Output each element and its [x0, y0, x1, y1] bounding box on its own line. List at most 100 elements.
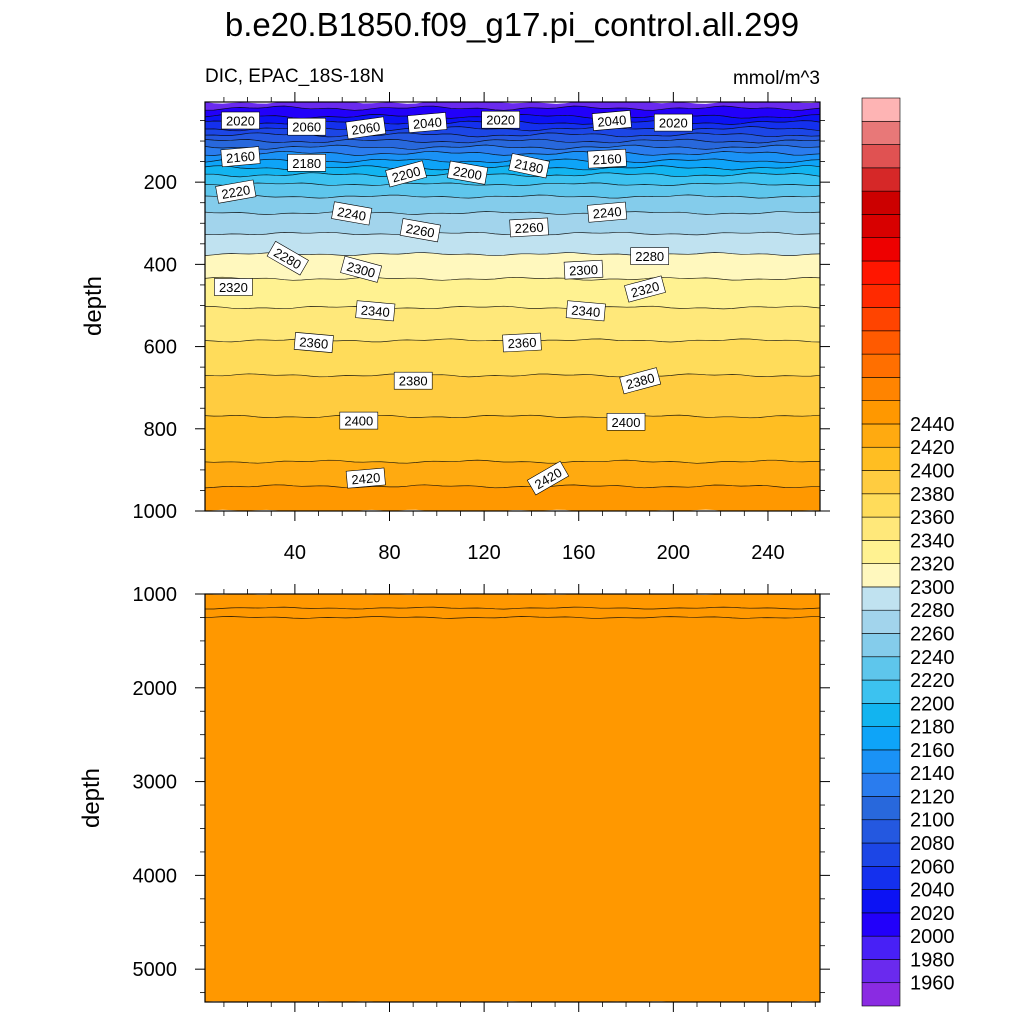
- contour-label-box: [630, 247, 670, 265]
- top-band: [205, 172, 820, 186]
- contour-label: 2400: [606, 412, 646, 431]
- top-contour-line: [205, 138, 820, 144]
- bottom-band: [205, 594, 820, 610]
- colorbar-tick-label: 2340: [910, 530, 955, 552]
- contour-label: 2320: [624, 275, 666, 303]
- colorbar-swatch: [861, 307, 901, 332]
- top-band: [205, 194, 820, 215]
- contour-label-text: 2420: [351, 470, 381, 487]
- colorbar-swatch: [861, 679, 901, 704]
- top-x-tick-label: 120: [467, 542, 500, 564]
- top-x-tick-label: 200: [657, 542, 690, 564]
- contour-label-box: [591, 110, 632, 131]
- top-contour-line: [205, 182, 820, 186]
- contour-label-box: [502, 332, 542, 353]
- contour-label: 2300: [563, 259, 604, 280]
- contour-label-box: [266, 240, 309, 276]
- contour-label: 2040: [407, 112, 448, 134]
- colorbar-tick-label: 2300: [910, 577, 955, 599]
- contour-label-box: [508, 153, 550, 179]
- bottom-panel-frame: [204, 593, 821, 1003]
- contour-label-box: [606, 412, 646, 431]
- colorbar-tick-label: 1980: [910, 949, 955, 971]
- contour-label: 2040: [591, 110, 632, 131]
- colorbar-swatch: [861, 540, 901, 564]
- contour-label-text: 2320: [219, 280, 248, 295]
- colorbar-swatch: [861, 377, 901, 401]
- colorbar-swatch: [861, 563, 901, 588]
- top-x-tick-label: 80: [378, 542, 400, 564]
- contour-label-text: 2220: [220, 182, 251, 202]
- top-contour-line: [205, 484, 820, 489]
- colorbar-tick-label: 2080: [910, 833, 955, 855]
- top-band: [205, 373, 820, 418]
- colorbar-swatch: [861, 214, 901, 238]
- contour-label-text: 2040: [412, 114, 442, 131]
- colorbar-swatch: [861, 889, 901, 914]
- contour-label-text: 2380: [624, 370, 656, 392]
- contour-label-text: 2340: [360, 303, 390, 320]
- contour-label-text: 2160: [225, 148, 255, 165]
- colorbar-swatch: [861, 353, 901, 378]
- contour-label: 2320: [214, 278, 253, 296]
- colorbar-swatch: [861, 423, 901, 448]
- top-band: [205, 460, 820, 488]
- colorbar-tick-label: 2220: [910, 670, 955, 692]
- contour-label: 2060: [345, 116, 387, 140]
- contour-label-text: 2020: [486, 113, 515, 128]
- colorbar-swatch: [861, 796, 901, 821]
- contour-label-box: [221, 111, 260, 130]
- contour-label-box: [447, 160, 489, 185]
- top-band: [205, 277, 820, 309]
- top-contour-line: [205, 172, 820, 178]
- colorbar-tick-label: 2100: [910, 810, 955, 832]
- top-x-tick-label: 40: [284, 542, 306, 564]
- top-contour-line: [205, 144, 820, 150]
- contour-label-box: [339, 411, 379, 430]
- colorbar-swatch: [861, 260, 901, 285]
- contour-label-text: 2300: [569, 262, 599, 278]
- colorbar-tick-label: 2120: [910, 786, 955, 808]
- colorbar: 1960198020002020204020602080210021202140…: [861, 97, 955, 1007]
- colorbar-tick-label: 2440: [910, 414, 955, 436]
- top-x-tick-label: 240: [751, 542, 784, 564]
- contour-label-box: [215, 179, 257, 204]
- contour-label-text: 2060: [292, 120, 321, 135]
- top-panel-frame: [204, 101, 821, 512]
- colorbar-swatch: [861, 400, 901, 425]
- colorbar-swatch: [861, 749, 901, 774]
- colorbar-tick-label: 2420: [910, 437, 955, 459]
- contour-label: 2340: [355, 300, 396, 322]
- contour-label: 2180: [508, 153, 550, 179]
- colorbar-swatch: [861, 935, 901, 960]
- top-band: [205, 182, 820, 199]
- colorbar-swatch: [861, 120, 901, 145]
- top-contour-line: [205, 414, 820, 419]
- top-y-tick-label: 200: [144, 172, 177, 194]
- bottom-panel-filled-contours: [205, 594, 820, 1002]
- colorbar-tick-label: 2380: [910, 484, 955, 506]
- contour-label: 2280: [630, 247, 670, 265]
- colorbar-tick-label: 2140: [910, 763, 955, 785]
- contour-label-text: 2300: [345, 259, 377, 281]
- contour-label-box: [565, 300, 606, 322]
- contour-label-box: [481, 110, 521, 129]
- colorbar-swatch: [861, 97, 901, 122]
- contour-label-text: 2380: [399, 374, 428, 389]
- top-band: [205, 484, 820, 511]
- colorbar-swatch: [861, 237, 901, 262]
- colorbar-tick-label: 2260: [910, 623, 955, 645]
- contour-label-text: 2360: [299, 334, 329, 351]
- colorbar-swatch: [861, 493, 901, 518]
- top-y-tick-label: 600: [144, 337, 177, 359]
- contour-label-text: 2260: [405, 221, 436, 241]
- contour-label-box: [587, 201, 628, 223]
- contour-label: 2200: [385, 160, 428, 188]
- contour-label-box: [331, 201, 373, 226]
- contour-label: 2020: [221, 111, 260, 130]
- contour-label-box: [287, 117, 327, 136]
- top-band: [205, 415, 820, 464]
- top-y-tick-label: 400: [144, 254, 177, 276]
- contour-label-text: 2020: [659, 116, 688, 131]
